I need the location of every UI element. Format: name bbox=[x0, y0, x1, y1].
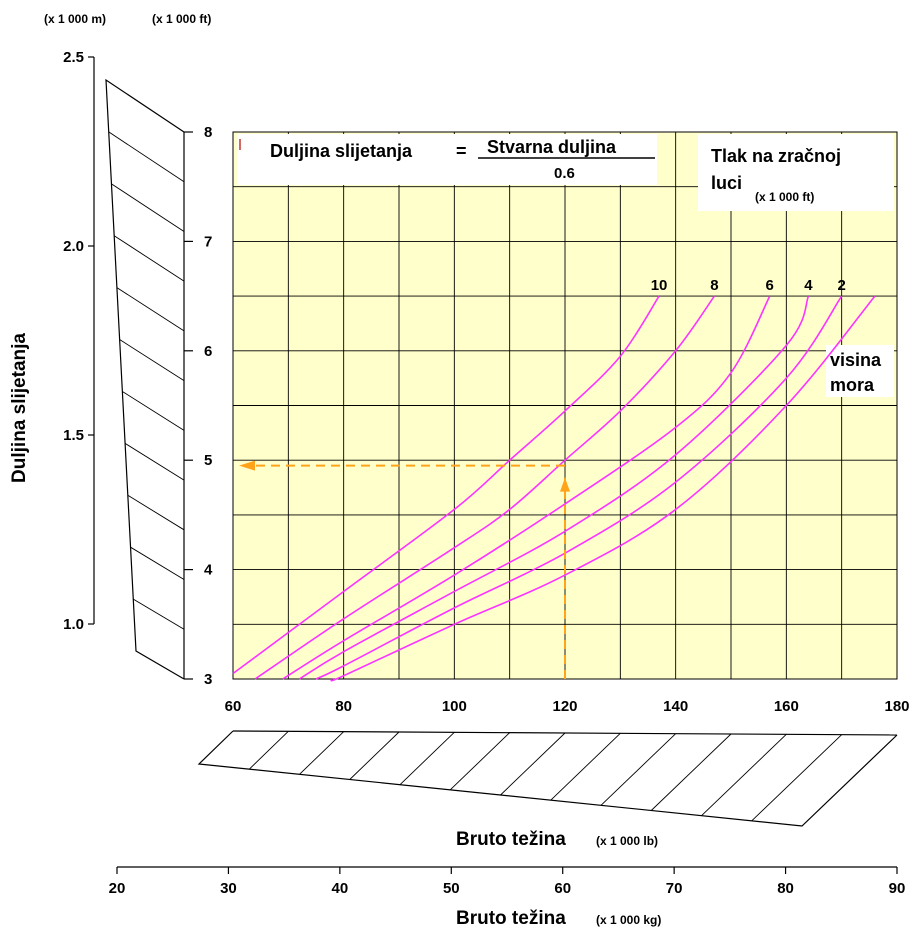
band-line bbox=[701, 734, 787, 816]
band-line bbox=[399, 732, 455, 785]
curve-label: 2 bbox=[837, 277, 845, 294]
x-kg-tick-label: 90 bbox=[889, 880, 906, 897]
band-line bbox=[119, 339, 185, 382]
x-lb-tick-label: 60 bbox=[225, 698, 242, 715]
band-line bbox=[500, 732, 566, 796]
formula-box bbox=[237, 134, 657, 185]
x-kg-tick-label: 20 bbox=[109, 880, 126, 897]
y-axis-m-ticks: 1.0 1.5 2.0 2.5 bbox=[63, 49, 94, 633]
x-lb-tick-label: 180 bbox=[884, 698, 909, 715]
y-ft-tick-label: 7 bbox=[204, 233, 212, 250]
pressure-curve bbox=[282, 295, 771, 680]
band-line bbox=[600, 733, 676, 806]
band-line bbox=[108, 131, 185, 183]
x-kg-tick-label: 60 bbox=[554, 880, 571, 897]
y-ft-tick-label: 5 bbox=[204, 452, 212, 469]
band-line bbox=[449, 732, 510, 791]
formula-equals: = bbox=[456, 141, 467, 161]
example-path bbox=[239, 460, 570, 679]
curve-label: 6 bbox=[766, 277, 774, 294]
band-line bbox=[124, 442, 185, 481]
y-ft-tick-label: 8 bbox=[204, 124, 212, 141]
x-kg-tick-label: 50 bbox=[443, 880, 460, 897]
pressure-legend-unit: (x 1 000 ft) bbox=[755, 190, 814, 204]
pressure-curve bbox=[298, 295, 810, 680]
x-lb-tick-label: 100 bbox=[442, 698, 467, 715]
y-axis-title: Duljina slijetanja bbox=[9, 333, 30, 483]
x-axis-lb-ticks: 60 80 100 120 140 160 180 bbox=[225, 698, 910, 715]
curve-label: 8 bbox=[710, 277, 718, 294]
y-ft-tick-label: 6 bbox=[204, 343, 212, 360]
sea-level-label-bg bbox=[826, 345, 894, 397]
band-line bbox=[111, 183, 185, 232]
example-arrow-left bbox=[239, 460, 255, 471]
band-line bbox=[127, 494, 185, 531]
band-line bbox=[116, 287, 185, 332]
x-kg-tick-label: 80 bbox=[777, 880, 794, 897]
pressure-curve bbox=[254, 295, 716, 680]
pressure-legend-box bbox=[698, 134, 894, 211]
band-line bbox=[113, 235, 185, 282]
x-axis-kg-unit: (x 1 000 kg) bbox=[596, 913, 661, 927]
y-axis-ft-ticks: 3 4 5 6 7 8 bbox=[184, 124, 213, 688]
left-unit-ft: (x 1 000 ft) bbox=[152, 12, 211, 26]
x-axis-lb-title: Bruto težina bbox=[456, 829, 566, 850]
curve-labels: 10 8 6 4 2 bbox=[651, 277, 846, 294]
left-unit-m: (x 1 000 m) bbox=[44, 12, 106, 26]
band-line bbox=[550, 733, 621, 801]
band-line bbox=[299, 731, 344, 775]
x-axis-kg-title: Bruto težina bbox=[456, 908, 566, 929]
y-ft-tick-label: 4 bbox=[204, 562, 213, 579]
x-kg-tick-label: 70 bbox=[666, 880, 683, 897]
band-line bbox=[122, 391, 185, 431]
y-m-tick-label: 2.5 bbox=[63, 49, 84, 66]
y-m-tick-label: 2.0 bbox=[63, 238, 84, 255]
x-lb-tick-label: 120 bbox=[552, 698, 577, 715]
curve-label: 4 bbox=[804, 277, 813, 294]
band-line bbox=[133, 598, 185, 630]
pressure-legend-title-2: luci bbox=[711, 173, 742, 193]
band-line bbox=[650, 733, 732, 811]
band-line bbox=[349, 731, 400, 780]
sea-level-label-2: mora bbox=[830, 375, 875, 395]
formula-denominator: 0.6 bbox=[554, 165, 575, 182]
example-arrow-up bbox=[560, 477, 570, 492]
y-m-tick-label: 1.5 bbox=[63, 427, 84, 444]
x-axis-kg-ticks: 20 30 40 50 60 70 80 90 bbox=[109, 867, 906, 897]
curve-label: 10 bbox=[651, 277, 668, 294]
x-lb-tick-label: 80 bbox=[335, 698, 352, 715]
band-line bbox=[248, 731, 289, 770]
band-outline bbox=[197, 730, 898, 827]
formula-lhs: Duljina slijetanja bbox=[270, 141, 413, 161]
band-outline bbox=[105, 78, 185, 680]
pressure-curves bbox=[232, 295, 876, 682]
x-lb-tick-label: 160 bbox=[774, 698, 799, 715]
pressure-legend-title: Tlak na zračnoj bbox=[711, 146, 841, 166]
y-ft-tick-label: 3 bbox=[204, 671, 212, 688]
x-kg-tick-label: 30 bbox=[220, 880, 237, 897]
pressure-curve bbox=[315, 295, 843, 680]
x-lb-tick-label: 140 bbox=[663, 698, 688, 715]
x-axis-lb-unit: (x 1 000 lb) bbox=[596, 834, 658, 848]
band-line bbox=[130, 546, 185, 580]
wind-correction-band-left bbox=[105, 78, 185, 680]
formula-numerator: Stvarna duljina bbox=[487, 137, 617, 157]
pressure-curve bbox=[330, 295, 876, 682]
pressure-curve bbox=[232, 295, 660, 675]
sea-level-label: visina bbox=[830, 350, 882, 370]
band-line bbox=[751, 734, 842, 822]
correction-band-bottom bbox=[197, 730, 898, 827]
y-m-tick-label: 1.0 bbox=[63, 616, 84, 633]
x-kg-tick-label: 40 bbox=[332, 880, 349, 897]
